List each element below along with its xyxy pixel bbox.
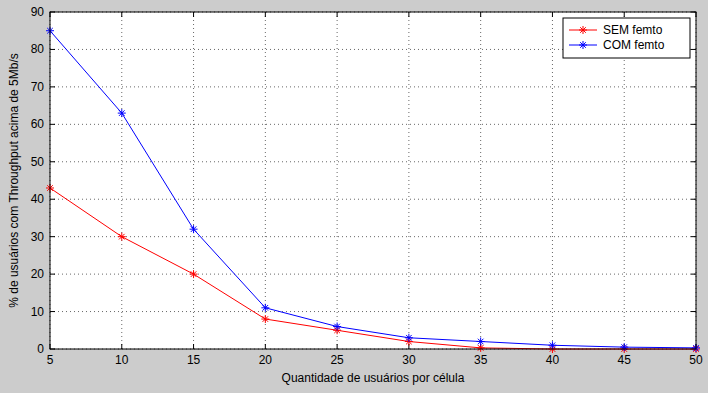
x-tick-label: 15: [187, 353, 201, 367]
x-tick: [121, 12, 122, 17]
y-grid-line: [50, 199, 696, 200]
marker: [261, 304, 269, 312]
series-line: [50, 188, 696, 349]
y-tick-label: 40: [31, 192, 45, 206]
y-tick: [691, 199, 696, 200]
y-tick: [691, 49, 696, 50]
x-tick: [121, 344, 122, 349]
y-grid-line: [50, 86, 696, 87]
x-tick: [624, 12, 625, 17]
y-grid-line: [50, 236, 696, 237]
y-tick-label: 80: [31, 42, 45, 56]
y-tick: [50, 124, 55, 125]
y-tick: [50, 86, 55, 87]
x-tick: [265, 344, 266, 349]
y-tick-label: 50: [31, 155, 45, 169]
y-grid-line: [50, 311, 696, 312]
marker: [118, 109, 126, 117]
x-tick-label: 5: [47, 353, 54, 367]
y-tick: [691, 86, 696, 87]
marker: [190, 270, 198, 278]
y-tick-label: 0: [37, 342, 44, 356]
y-tick: [50, 236, 55, 237]
y-tick: [691, 274, 696, 275]
x-grid-line: [480, 12, 481, 349]
y-grid-line: [50, 274, 696, 275]
x-tick: [193, 344, 194, 349]
series-line: [50, 31, 696, 348]
x-tick: [193, 12, 194, 17]
y-tick: [691, 161, 696, 162]
y-tick: [50, 49, 55, 50]
legend-marker: [579, 41, 587, 49]
legend-box: [563, 18, 690, 58]
legend-marker: [579, 26, 587, 34]
y-tick-label: 90: [31, 5, 45, 19]
y-tick: [50, 311, 55, 312]
y-grid-line: [50, 124, 696, 125]
marker: [477, 338, 485, 346]
x-tick-label: 40: [546, 353, 560, 367]
y-tick-label: 10: [31, 305, 45, 319]
x-tick: [408, 12, 409, 17]
plot-frame: [50, 12, 696, 349]
x-tick-label: 30: [402, 353, 416, 367]
x-tick: [480, 12, 481, 17]
marker: [405, 334, 413, 342]
y-axis-label: % de usuários com Throughput acima de 5M…: [7, 53, 21, 308]
x-tick: [337, 344, 338, 349]
y-tick: [691, 236, 696, 237]
y-tick: [50, 274, 55, 275]
figure-background: [0, 0, 708, 393]
y-tick-label: 20: [31, 267, 45, 281]
chart: 5 10 15 20 25 30 35 40 45 50 0 10 20 30 40 50 60 70 80 90 Qu…: [0, 0, 708, 393]
y-tick: [691, 124, 696, 125]
grid: [50, 12, 696, 349]
legend-label: COM femto: [603, 38, 665, 52]
x-tick-label: 20: [259, 353, 273, 367]
plot-area: [50, 12, 696, 349]
x-grid-line: [193, 12, 194, 349]
marker: [261, 315, 269, 323]
x-grid-line: [265, 12, 266, 349]
x-tick: [552, 12, 553, 17]
marker: [548, 341, 556, 349]
x-tick-label: 10: [115, 353, 129, 367]
x-tick-label: 50: [689, 353, 703, 367]
marker: [190, 225, 198, 233]
x-axis-label: Quantidade de usuários por célula: [282, 371, 465, 385]
y-tick: [691, 311, 696, 312]
y-tick-label: 30: [31, 230, 45, 244]
legend-label: SEM femto: [603, 23, 663, 37]
legend: SEM femtoCOM femto: [563, 18, 690, 58]
x-tick-label: 45: [618, 353, 632, 367]
x-grid-line: [408, 12, 409, 349]
x-grid-line: [337, 12, 338, 349]
y-tick: [50, 161, 55, 162]
x-grid-line: [121, 12, 122, 349]
x-tick-label: 35: [474, 353, 488, 367]
marker: [620, 343, 628, 351]
marker: [118, 233, 126, 241]
data-group: [46, 27, 700, 353]
y-tick: [50, 199, 55, 200]
x-grid-line: [552, 12, 553, 349]
y-grid-line: [50, 161, 696, 162]
y-tick-label: 70: [31, 80, 45, 94]
x-tick: [265, 12, 266, 17]
marker: [333, 323, 341, 331]
x-grid-line: [624, 12, 625, 349]
x-tick-label: 25: [330, 353, 344, 367]
x-tick: [337, 12, 338, 17]
y-tick-label: 60: [31, 117, 45, 131]
